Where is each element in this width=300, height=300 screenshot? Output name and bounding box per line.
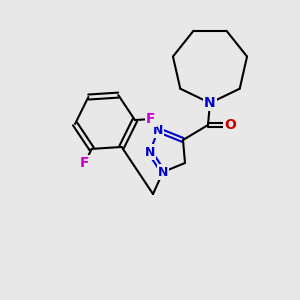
Text: N: N xyxy=(158,166,168,178)
Text: N: N xyxy=(204,96,216,110)
Text: N: N xyxy=(153,124,163,136)
Text: F: F xyxy=(146,112,156,126)
Text: N: N xyxy=(145,146,155,158)
Text: F: F xyxy=(80,156,89,170)
Text: O: O xyxy=(224,118,236,132)
